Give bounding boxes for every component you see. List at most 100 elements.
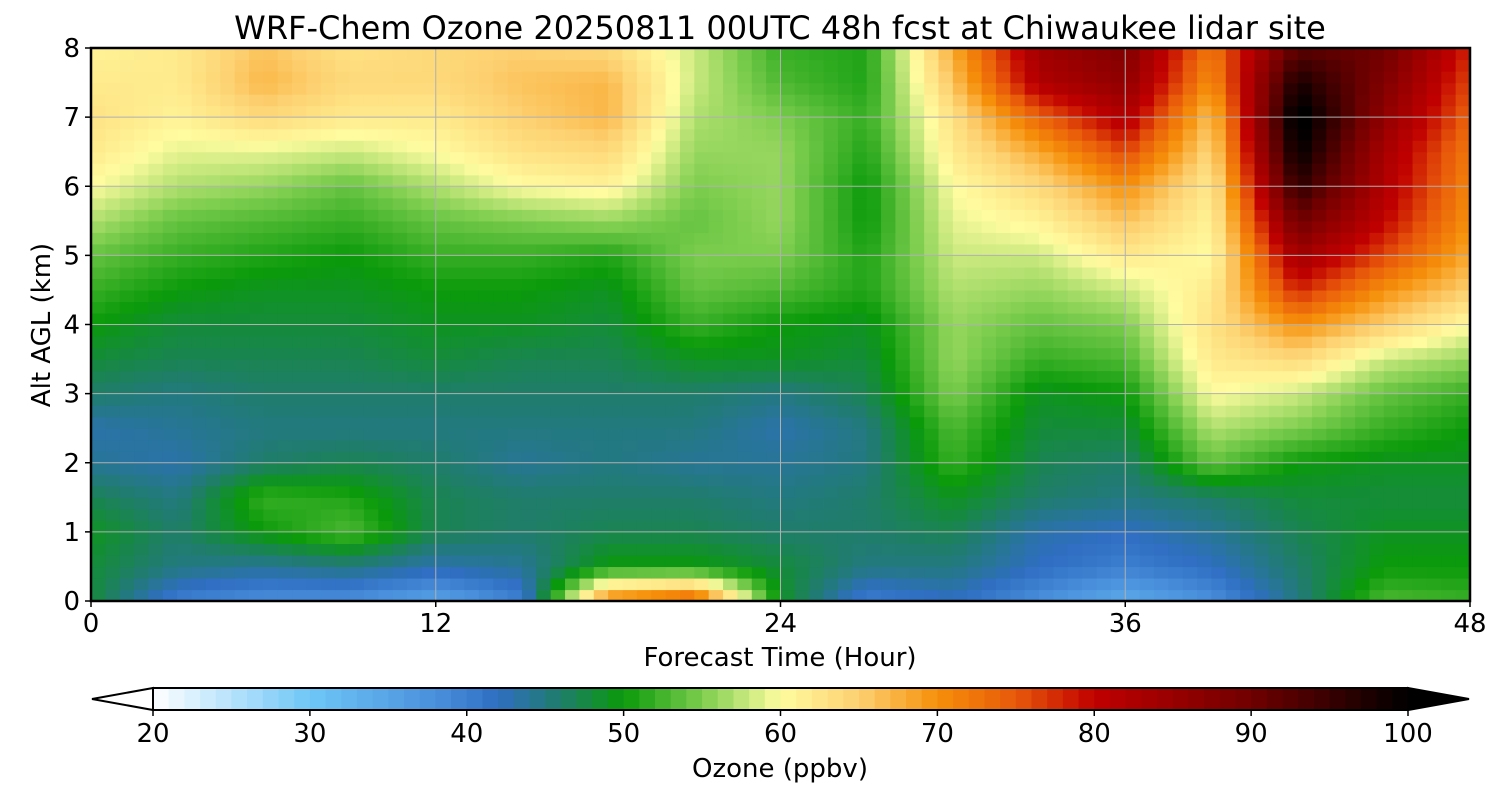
heatmap-cell [565, 71, 580, 84]
heatmap-cell [852, 577, 868, 591]
heatmap-cell [1426, 543, 1442, 556]
heatmap-cell [349, 301, 365, 314]
heatmap-cell [392, 474, 408, 487]
heatmap-cell [1139, 474, 1155, 487]
heatmap-cell [536, 485, 552, 498]
heatmap-cell [1355, 82, 1371, 95]
heatmap-cell [177, 255, 193, 268]
heatmap-cell [924, 554, 940, 568]
heatmap-cell [1383, 370, 1399, 383]
heatmap-cell [105, 531, 121, 544]
heatmap-cell [119, 336, 135, 349]
colorbar-cell [1282, 688, 1299, 710]
heatmap-cell [1211, 485, 1227, 498]
heatmap-cell [909, 174, 925, 187]
heatmap-cell [1426, 94, 1442, 107]
heatmap-cell [320, 405, 336, 418]
heatmap-cell [909, 485, 925, 498]
heatmap-cell [478, 336, 494, 349]
heatmap-cell [507, 405, 523, 418]
heatmap-cell [579, 71, 595, 84]
heatmap-cell [119, 266, 135, 280]
heatmap-cell [622, 94, 638, 107]
heatmap-cell [1355, 359, 1371, 372]
heatmap-cell [1412, 382, 1428, 395]
heatmap-cell [1398, 312, 1414, 326]
heatmap-cell [1153, 266, 1169, 280]
heatmap-cell [148, 520, 164, 533]
heatmap-cell [967, 324, 983, 337]
heatmap-cell [737, 393, 753, 406]
heatmap-cell [1125, 128, 1141, 141]
heatmap-cell [823, 416, 839, 429]
heatmap-cell [205, 393, 221, 406]
heatmap-cell [191, 347, 207, 360]
heatmap-cell [521, 220, 537, 233]
heatmap-cell [277, 405, 293, 418]
heatmap-cell [1225, 266, 1241, 280]
heatmap-cell [91, 140, 106, 153]
heatmap-cell [679, 462, 695, 475]
heatmap-cell [407, 220, 422, 233]
heatmap-cell [249, 117, 264, 130]
heatmap-cell [823, 163, 839, 176]
heatmap-cell [177, 405, 193, 418]
heatmap-cell [1268, 370, 1284, 383]
heatmap-cell [608, 243, 624, 256]
heatmap-cell [220, 405, 236, 418]
heatmap-cell [909, 209, 925, 222]
heatmap-cell [536, 508, 552, 521]
heatmap-cell [1211, 566, 1227, 579]
heatmap-cell [1182, 209, 1198, 222]
heatmap-cell [392, 324, 408, 337]
heatmap-cell [306, 174, 322, 187]
heatmap-cell [306, 347, 322, 360]
heatmap-cell [1039, 359, 1055, 372]
heatmap-cell [134, 359, 150, 372]
heatmap-cell [378, 255, 394, 268]
heatmap-cell [1110, 543, 1126, 556]
heatmap-cell [938, 48, 954, 61]
heatmap-cell [435, 186, 451, 199]
heatmap-cell [1225, 220, 1241, 233]
heatmap-cell [837, 243, 853, 256]
heatmap-cell [220, 531, 236, 544]
heatmap-cell [263, 416, 279, 429]
heatmap-cell [421, 531, 437, 544]
heatmap-cell [1096, 94, 1112, 107]
heatmap-cell [349, 59, 365, 72]
heatmap-cell [493, 520, 509, 533]
heatmap-cell [177, 128, 193, 141]
heatmap-cell [1412, 151, 1428, 164]
heatmap-cell [924, 589, 940, 602]
heatmap-cell [536, 59, 552, 72]
heatmap-cell [1369, 428, 1385, 441]
heatmap-cell [967, 520, 983, 533]
heatmap-cell [1010, 71, 1026, 84]
heatmap-cell [148, 174, 164, 187]
heatmap-cell [837, 416, 853, 429]
heatmap-cell [1197, 416, 1213, 429]
heatmap-cell [852, 255, 868, 268]
heatmap-cell [1398, 71, 1414, 84]
heatmap-cell [924, 71, 940, 84]
heatmap-cell [450, 324, 466, 337]
heatmap-cell [91, 94, 106, 107]
heatmap-cell [1426, 301, 1442, 314]
heatmap-cell [320, 531, 336, 544]
heatmap-cell [866, 474, 882, 487]
heatmap-cell [536, 359, 552, 372]
heatmap-cell [1326, 508, 1342, 521]
heatmap-cell [1168, 266, 1184, 280]
heatmap-cell [938, 520, 954, 533]
heatmap-cell [349, 347, 365, 360]
heatmap-cell [478, 589, 494, 602]
heatmap-cell [536, 554, 552, 568]
heatmap-cell [450, 520, 466, 533]
heatmap-cell [1039, 508, 1055, 521]
heatmap-cell [363, 347, 379, 360]
heatmap-cell [1426, 520, 1442, 533]
heatmap-cell [852, 197, 868, 210]
heatmap-cell [277, 359, 293, 372]
